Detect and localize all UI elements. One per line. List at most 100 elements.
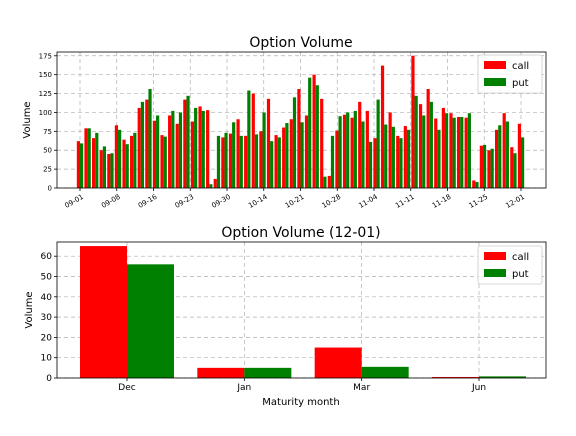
- legend-box-1: [477, 54, 543, 94]
- put-bar: [102, 146, 107, 188]
- put-bar: [186, 95, 190, 188]
- legend-label-put-1: put: [512, 78, 529, 89]
- x-tick-label: Jan: [236, 383, 251, 393]
- put-bar: [391, 126, 395, 188]
- put-bar: [406, 129, 411, 188]
- legend-swatch-put-2: [484, 269, 506, 277]
- call-bar: [426, 89, 430, 188]
- put-bar: [194, 107, 198, 188]
- put-bar: [80, 143, 84, 188]
- put-bar: [95, 132, 99, 188]
- plot-frame-1: [56, 51, 547, 189]
- y-tick-label: 50: [43, 147, 52, 155]
- bars-1: [76, 55, 525, 189]
- legend-box-2: [477, 245, 543, 285]
- call-bar: [244, 135, 248, 188]
- y-ticks-2: 0 10 20 30 40 50 60: [41, 252, 57, 384]
- call-bar: [84, 128, 88, 188]
- legend-label-put-2: put: [512, 269, 529, 280]
- put-bar: [87, 128, 91, 188]
- put-bar: [125, 144, 129, 188]
- x-tick-label: Jun: [471, 383, 486, 393]
- put-bar: [262, 112, 266, 188]
- y-tick-label: 50: [41, 273, 53, 283]
- call-bar: [137, 107, 141, 188]
- y-tick-label: 20: [41, 333, 53, 343]
- y-tick-label: 125: [39, 90, 52, 98]
- put-bar: [171, 110, 175, 188]
- call-bar: [358, 101, 362, 188]
- call-bar: [175, 123, 179, 188]
- put-bar: [479, 376, 526, 378]
- call-bar: [76, 141, 80, 188]
- put-bar: [209, 184, 213, 188]
- call-bar: [479, 145, 483, 188]
- put-bar: [399, 138, 403, 188]
- put-bar: [270, 141, 274, 188]
- x-tick-label: 11-25: [468, 193, 490, 210]
- x-tick-label: 09-30: [210, 193, 232, 210]
- x-ticks-1: 09-01 09-08 09-16 09-23 09-30 10-14 10-21 10-28…: [63, 188, 526, 210]
- call-bar: [80, 246, 127, 378]
- call-bar: [190, 121, 195, 188]
- call-bar: [236, 119, 240, 188]
- put-bar: [232, 122, 236, 188]
- put-bar: [422, 115, 426, 188]
- put-bar: [224, 132, 228, 188]
- put-bar: [361, 121, 365, 188]
- put-bar: [482, 144, 487, 188]
- call-bar: [274, 135, 278, 188]
- put-bar: [216, 135, 221, 188]
- put-bar: [460, 116, 464, 188]
- call-bar: [327, 175, 331, 188]
- call-bar: [365, 110, 369, 188]
- x-tick-label: 11-04: [357, 193, 379, 210]
- call-bar: [335, 130, 339, 188]
- y-tick-label: 175: [39, 52, 52, 60]
- put-bar: [353, 110, 357, 188]
- put-bar: [467, 113, 471, 188]
- put-bar: [110, 153, 114, 188]
- x-tick-label: 10-28: [321, 193, 343, 210]
- call-bar: [320, 98, 324, 188]
- put-bar: [300, 122, 304, 188]
- chart-title-1: Option Volume: [249, 35, 352, 51]
- x-tick-label: 09-08: [100, 193, 122, 210]
- legend-swatch-put-1: [484, 78, 506, 86]
- x-tick-label: 11-18: [431, 193, 453, 210]
- call-bar: [472, 180, 476, 188]
- call-bar: [206, 110, 210, 188]
- put-bar: [513, 153, 517, 188]
- call-bar: [456, 116, 461, 188]
- chart-title-2: Option Volume (12-01): [221, 225, 380, 241]
- put-bar: [361, 366, 409, 378]
- legend-label-call-2: call: [512, 252, 529, 263]
- call-bar: [464, 117, 468, 188]
- call-bar: [380, 65, 385, 188]
- call-bar: [289, 119, 293, 188]
- call-bar: [373, 138, 377, 188]
- put-bar: [475, 181, 479, 188]
- call-bar: [114, 125, 119, 188]
- x-tick-label: 12-01: [504, 193, 526, 210]
- x-tick-label: 09-16: [137, 193, 159, 210]
- call-bar: [160, 135, 164, 188]
- put-bar: [498, 125, 502, 188]
- call-bar: [122, 139, 126, 188]
- put-bar: [437, 129, 441, 188]
- call-bar: [432, 376, 479, 378]
- option-volume-by-maturity-chart: 0 10 20 30 40 50 60 Dec Jan Mar Jun Option Volume…: [24, 225, 547, 408]
- call-bar: [304, 115, 309, 188]
- call-bar: [434, 118, 438, 188]
- call-bar: [282, 127, 286, 188]
- x-tick-label: Dec: [118, 383, 135, 393]
- call-bar: [130, 135, 134, 188]
- put-bar: [490, 148, 494, 188]
- put-bar: [452, 117, 456, 188]
- call-bar: [266, 98, 271, 188]
- call-bar: [502, 113, 506, 188]
- x-tick-label: Mar: [353, 383, 370, 393]
- call-bar: [314, 347, 362, 378]
- call-bar: [510, 147, 514, 188]
- put-bar: [414, 95, 418, 188]
